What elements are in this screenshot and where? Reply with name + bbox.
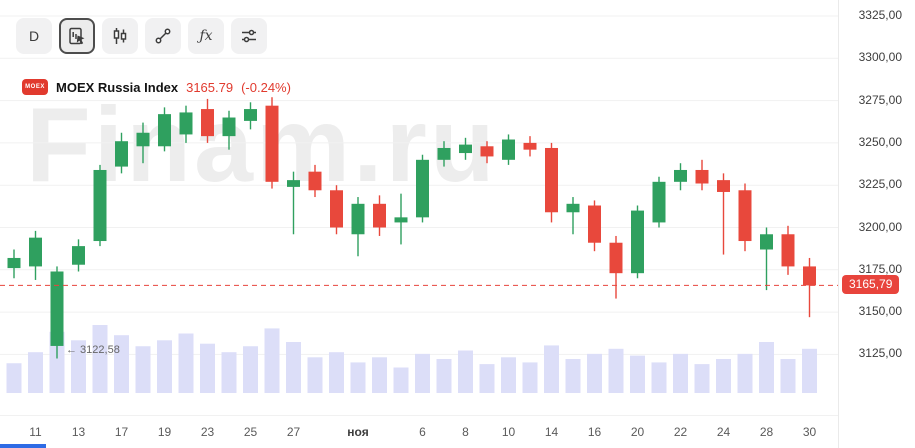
time-axis-label: 27: [286, 425, 301, 439]
time-axis-label: 30: [802, 425, 817, 439]
time-axis-label: 24: [716, 425, 731, 439]
fx-icon: ƒx: [199, 28, 213, 44]
chart-cursor-icon: [67, 26, 87, 46]
indicators-button[interactable]: ƒx: [188, 18, 224, 54]
price-axis-label: 3150,00: [858, 304, 902, 319]
candles-icon: [110, 26, 130, 46]
drawing-tools-button[interactable]: [145, 18, 181, 54]
last-price: 3165.79: [186, 79, 234, 95]
instrument-header: MOEX MOEX Russia Index 3165.79 (-0.24%): [22, 79, 291, 95]
instrument-name[interactable]: MOEX Russia Index: [56, 79, 179, 95]
price-axis-label: 3125,00: [858, 346, 902, 361]
time-axis-label: 23: [200, 425, 215, 439]
time-axis-label: 19: [157, 425, 172, 439]
time-axis-label: 28: [759, 425, 774, 439]
chart-select-button[interactable]: [59, 18, 95, 54]
settings-button[interactable]: [231, 18, 267, 54]
price-axis-label: 3325,00: [858, 8, 902, 22]
price-axis-label: 3175,00: [858, 261, 902, 276]
price-axis-label: 3300,00: [858, 50, 902, 65]
low-annotation: ← 3122,58: [66, 344, 120, 357]
time-axis-label: 11: [29, 425, 42, 439]
time-axis-label: 17: [114, 425, 129, 439]
price-change: (-0.24%): [241, 79, 291, 95]
candles-style-button[interactable]: [102, 18, 138, 54]
time-axis-label: ноя: [347, 425, 369, 439]
time-axis-label: 14: [544, 425, 559, 439]
time-axis-label: 10: [501, 425, 516, 439]
time-axis-label: 20: [630, 425, 645, 439]
chart-toolbar: D: [16, 18, 267, 54]
time-axis-label: 22: [673, 425, 688, 439]
price-axis-label: 3200,00: [858, 219, 902, 234]
time-axis-label: 6: [419, 425, 426, 439]
time-axis-label: 25: [243, 425, 258, 439]
trendline-icon: [153, 26, 173, 46]
price-axis-label: 3225,00: [858, 177, 902, 192]
current-price-badge: 3165,79: [842, 275, 900, 295]
timeframe-label: D: [28, 28, 40, 44]
timeframe-button[interactable]: D: [16, 18, 52, 54]
price-axis-label: 3250,00: [858, 134, 902, 149]
time-axis-label: 16: [587, 425, 602, 439]
moex-logo: MOEX: [22, 79, 48, 95]
time-axis[interactable]: 11 13 17 19 23 25 27 ноя 6 8 10 14 16 20 22 24 28 30: [0, 415, 838, 448]
price-axis-label: 3275,00: [858, 92, 902, 107]
scrollbar-thumb[interactable]: [0, 444, 46, 448]
sliders-icon: [239, 26, 259, 46]
time-axis-label: 8: [462, 425, 469, 439]
time-axis-label: 13: [71, 425, 86, 439]
price-axis[interactable]: 3165,79 3325,00 3300,00 3275,00 3250,00 3225…: [838, 0, 915, 448]
